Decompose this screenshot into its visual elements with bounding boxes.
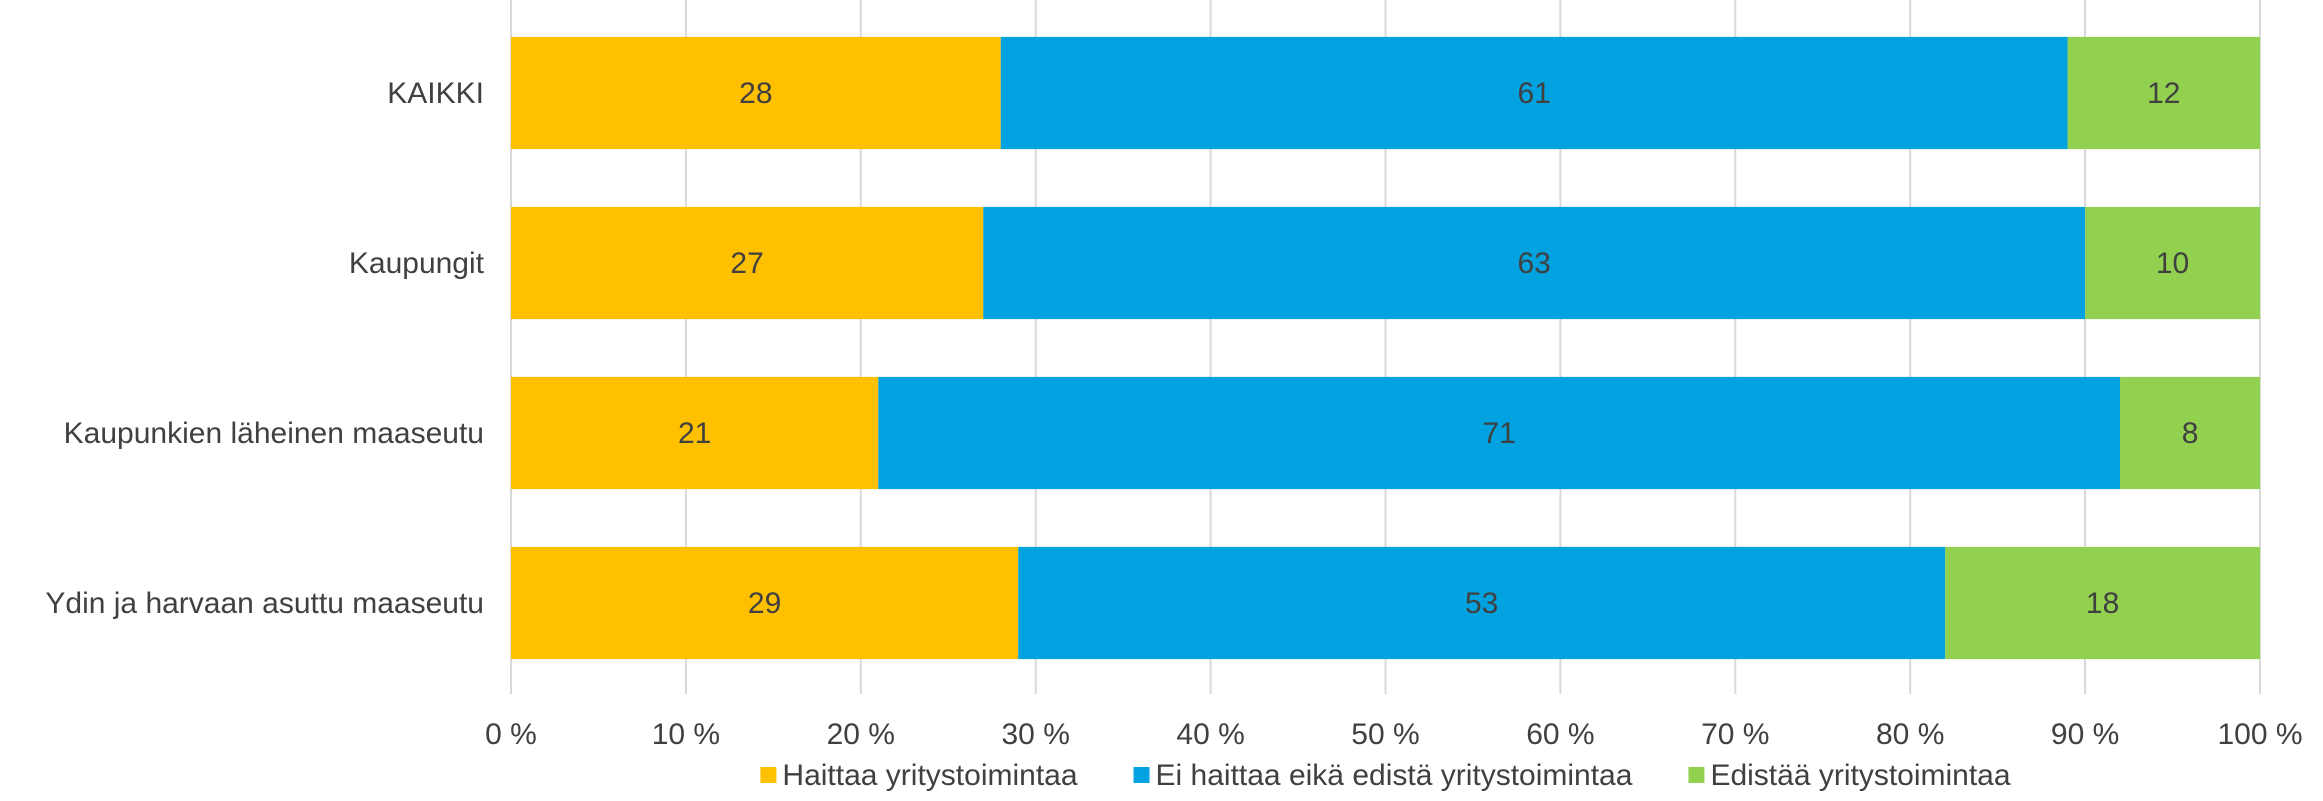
bar-ei-haittaa-eika-edista-yritystoimintaa-kaupungit <box>983 206 2086 320</box>
bar-ei-haittaa-eika-edista-yritystoimintaa-kaikki <box>1000 36 2068 150</box>
x-tick-label-40: 40 % <box>1176 718 1244 751</box>
bar-edistaa-yritystoimintaa-kaikki <box>2067 36 2260 150</box>
x-tick-label-0: 0 % <box>485 718 537 751</box>
data-label-haittaa-yritystoimintaa-kaupunkien-laheinen-maaseutu: 21 <box>678 417 711 450</box>
category-label-kaikki: KAIKKI <box>387 77 484 110</box>
legend: Haittaa yritystoimintaa Ei haittaa eikä e… <box>760 759 2011 792</box>
bar-ei-haittaa-eika-edista-yritystoimintaa-kaupunkien-laheinen-maaseutu <box>878 376 2121 490</box>
x-tick-label-50: 50 % <box>1351 718 1419 751</box>
x-tick-label-60: 60 % <box>1526 718 1594 751</box>
legend-swatch-edistaa-yritystoimintaa <box>1688 767 1705 783</box>
data-label-edistaa-yritystoimintaa-kaupungit: 10 <box>2156 247 2189 280</box>
legend-item-edistaa-yritystoimintaa: Edistää yritystoimintaa <box>1688 759 2011 792</box>
legend-label-haittaa-yritystoimintaa: Haittaa yritystoimintaa <box>782 759 1077 792</box>
x-tick-label-20: 20 % <box>827 718 895 751</box>
legend-item-haittaa-yritystoimintaa: Haittaa yritystoimintaa <box>760 759 1078 792</box>
x-tick-label-10: 10 % <box>652 718 720 751</box>
category-label-kaupungit: Kaupungit <box>349 247 485 280</box>
legend-item-ei-haittaa-eika-edista-yritystoimintaa: Ei haittaa eikä edistä yritystoimintaa <box>1133 759 1633 792</box>
category-labels: KAIKKI Kaupungit Kaupunkien läheinen maase… <box>45 77 484 620</box>
x-tick-label-80: 80 % <box>1876 718 1944 751</box>
data-label-ei-haittaa-eika-edista-yritystoimintaa-kaikki: 61 <box>1517 77 1550 110</box>
x-tick-label-90: 90 % <box>2051 718 2119 751</box>
bar-haittaa-yritystoimintaa-kaupungit <box>511 206 984 320</box>
category-label-kaupunkien-laheinen-maaseutu: Kaupunkien läheinen maaseutu <box>64 417 484 450</box>
x-tick-label-30: 30 % <box>1002 718 1070 751</box>
bars <box>511 36 2260 660</box>
data-label-haittaa-yritystoimintaa-kaikki: 28 <box>739 77 772 110</box>
data-label-edistaa-yritystoimintaa-kaupunkien-laheinen-maaseutu: 8 <box>2182 417 2199 450</box>
legend-label-ei-haittaa-eika-edista-yritystoimintaa: Ei haittaa eikä edistä yritystoimintaa <box>1156 759 1633 792</box>
legend-swatch-haittaa-yritystoimintaa <box>760 767 777 783</box>
bar-edistaa-yritystoimintaa-ydin-ja-harvaan-asuttu-maaseutu <box>1945 546 2260 660</box>
data-labels: 28 61 12 27 63 10 21 71 8 29 53 18 <box>678 77 2198 620</box>
bar-edistaa-yritystoimintaa-kaupungit <box>2085 206 2260 320</box>
data-label-ei-haittaa-eika-edista-yritystoimintaa-kaupungit: 63 <box>1517 247 1550 280</box>
data-label-ei-haittaa-eika-edista-yritystoimintaa-ydin-ja-harvaan-asuttu-maaseutu: 53 <box>1465 587 1498 620</box>
bar-edistaa-yritystoimintaa-kaupunkien-laheinen-maaseutu <box>2120 376 2260 490</box>
bar-haittaa-yritystoimintaa-kaikki <box>511 36 1001 150</box>
data-label-haittaa-yritystoimintaa-kaupungit: 27 <box>730 247 763 280</box>
data-label-edistaa-yritystoimintaa-ydin-ja-harvaan-asuttu-maaseutu: 18 <box>2086 587 2119 620</box>
legend-label-edistaa-yritystoimintaa: Edistää yritystoimintaa <box>1710 759 2010 792</box>
x-tick-label-70: 70 % <box>1701 718 1769 751</box>
bar-haittaa-yritystoimintaa-kaupunkien-laheinen-maaseutu <box>511 376 879 490</box>
data-label-haittaa-yritystoimintaa-ydin-ja-harvaan-asuttu-maaseutu: 29 <box>748 587 781 620</box>
category-label-ydin-ja-harvaan-asuttu-maaseutu: Ydin ja harvaan asuttu maaseutu <box>45 587 484 620</box>
legend-swatch-ei-haittaa-eika-edista-yritystoimintaa <box>1133 767 1150 783</box>
x-axis-ticks: 0 % 10 % 20 % 30 % 40 % 50 % 60 % 70 % 80 % 90 % 1… <box>485 718 2302 751</box>
bar-ei-haittaa-eika-edista-yritystoimintaa-ydin-ja-harvaan-asuttu-maaseutu <box>1018 546 1946 660</box>
x-tick-label-100: 100 % <box>2217 718 2302 751</box>
bar-haittaa-yritystoimintaa-ydin-ja-harvaan-asuttu-maaseutu <box>511 546 1019 660</box>
data-label-ei-haittaa-eika-edista-yritystoimintaa-kaupunkien-laheinen-maaseutu: 71 <box>1482 417 1515 450</box>
data-label-edistaa-yritystoimintaa-kaikki: 12 <box>2147 77 2180 110</box>
